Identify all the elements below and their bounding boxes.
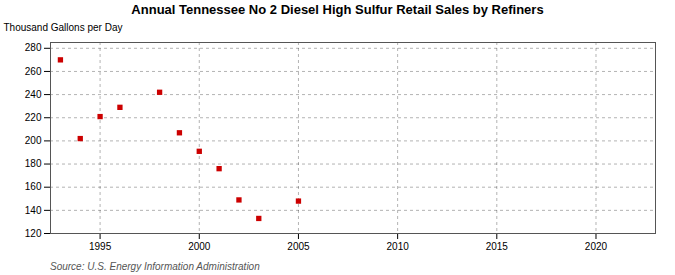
svg-text:180: 180 — [25, 158, 42, 169]
svg-text:200: 200 — [25, 135, 42, 146]
svg-text:2010: 2010 — [387, 241, 410, 252]
svg-text:240: 240 — [25, 89, 42, 100]
svg-text:220: 220 — [25, 112, 42, 123]
svg-text:2020: 2020 — [585, 241, 608, 252]
svg-text:160: 160 — [25, 181, 42, 192]
svg-text:2015: 2015 — [486, 241, 509, 252]
html-text:Annual Tennessee No 2 Diesel H: Annual Tennessee No 2 Diesel High Sulfur… — [131, 2, 544, 17]
svg-text:280: 280 — [25, 42, 42, 53]
svg-text:Thousand Gallons per Day: Thousand Gallons per Day — [4, 22, 123, 33]
svg-text:2000: 2000 — [188, 241, 211, 252]
html-text:Source: U.S. Energy Informatio: Source: U.S. Energy Information Administ… — [50, 261, 260, 272]
svg-text:140: 140 — [25, 205, 42, 216]
svg-text:1995: 1995 — [89, 241, 112, 252]
svg-text:260: 260 — [25, 66, 42, 77]
svg-text:2005: 2005 — [287, 241, 310, 252]
svg-text:120: 120 — [25, 228, 42, 239]
